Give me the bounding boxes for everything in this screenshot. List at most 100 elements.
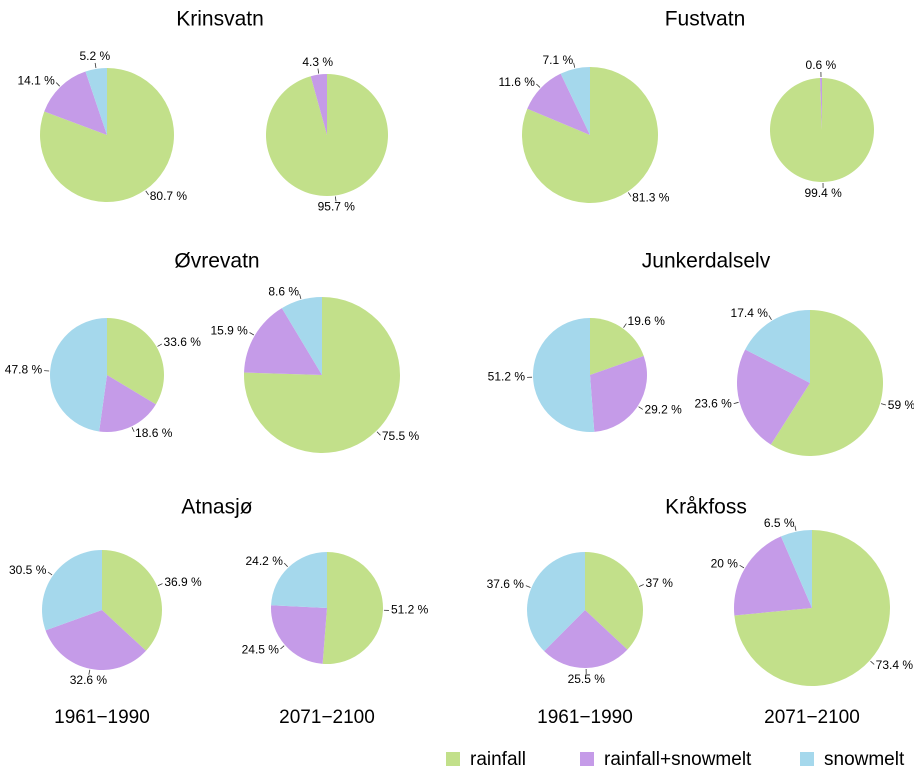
label-tick bbox=[739, 564, 745, 569]
value-label: 8.6 % bbox=[268, 284, 299, 298]
value-label: 14.1 % bbox=[17, 73, 55, 87]
value-label: 23.6 % bbox=[694, 396, 732, 410]
label-tick bbox=[249, 332, 255, 336]
pie-slice bbox=[820, 78, 822, 130]
period-label: 2071−2100 bbox=[764, 707, 860, 728]
label-tick bbox=[573, 62, 576, 68]
pie-slice bbox=[310, 74, 327, 135]
value-label: 37 % bbox=[646, 576, 674, 590]
value-label: 0.6 % bbox=[806, 58, 837, 72]
pie-slice bbox=[44, 71, 107, 135]
pie-slice bbox=[85, 68, 107, 135]
label-tick bbox=[94, 62, 97, 68]
label-tick bbox=[733, 401, 739, 404]
chart-title: Fustvatn bbox=[665, 8, 746, 31]
value-label: 47.8 % bbox=[5, 363, 43, 377]
value-label: 81.3 % bbox=[632, 190, 670, 204]
pie-slice bbox=[736, 349, 810, 445]
value-label: 6.5 % bbox=[764, 516, 795, 530]
value-label: 24.2 % bbox=[246, 554, 284, 568]
legend-swatch bbox=[580, 752, 594, 766]
label-tick bbox=[794, 525, 797, 531]
pie-slice bbox=[544, 610, 628, 668]
value-label: 73.4 % bbox=[876, 658, 914, 672]
label-tick bbox=[870, 660, 875, 665]
value-label: 51.2 % bbox=[391, 603, 429, 617]
pie-slice bbox=[745, 310, 810, 383]
value-label: 36.9 % bbox=[164, 575, 202, 589]
label-tick bbox=[47, 571, 53, 576]
pie-slice bbox=[590, 317, 644, 375]
label-tick bbox=[880, 403, 886, 406]
value-label: 37.6 % bbox=[487, 577, 525, 591]
chart-title: Kråkfoss bbox=[665, 496, 747, 519]
value-label: 51.2 % bbox=[488, 370, 526, 384]
value-label: 80.7 % bbox=[150, 189, 188, 203]
pie-slice bbox=[41, 550, 102, 631]
value-label: 75.5 % bbox=[382, 429, 420, 443]
label-tick bbox=[88, 669, 91, 675]
label-tick bbox=[55, 82, 60, 87]
value-label: 20 % bbox=[711, 556, 739, 570]
label-tick bbox=[299, 293, 302, 299]
label-tick bbox=[145, 190, 149, 196]
value-label: 30.5 % bbox=[9, 563, 47, 577]
value-label: 24.5 % bbox=[242, 642, 280, 656]
label-tick bbox=[768, 315, 772, 320]
label-tick bbox=[376, 431, 381, 436]
label-tick bbox=[525, 585, 531, 588]
pie-slice bbox=[270, 605, 327, 664]
legend-swatch bbox=[446, 752, 460, 766]
value-label: 33.6 % bbox=[164, 335, 202, 349]
label-tick bbox=[317, 68, 320, 74]
chart-title: Krinsvatn bbox=[176, 8, 264, 31]
value-label: 7.1 % bbox=[543, 53, 574, 67]
pie-slice bbox=[527, 73, 590, 135]
value-label: 11.6 % bbox=[498, 75, 535, 89]
chart-title: Junkerdalselv bbox=[642, 250, 771, 273]
value-label: 19.6 % bbox=[628, 314, 666, 328]
pie-slice bbox=[265, 74, 388, 196]
period-label: 2071−2100 bbox=[279, 707, 375, 728]
label-tick bbox=[638, 406, 643, 410]
value-label: 15.9 % bbox=[210, 324, 248, 338]
pie-slice bbox=[45, 610, 146, 670]
pie-slice bbox=[102, 550, 163, 651]
chart-title: Øvrevatn bbox=[174, 250, 259, 273]
pie-slice bbox=[780, 530, 812, 608]
pie-slice bbox=[770, 78, 875, 183]
value-label: 59 % bbox=[888, 398, 914, 412]
pie-slice bbox=[322, 552, 384, 665]
pie-slice bbox=[50, 318, 107, 432]
label-tick bbox=[638, 584, 644, 587]
value-label: 5.2 % bbox=[79, 49, 110, 63]
pie-slice bbox=[585, 552, 643, 650]
label-tick bbox=[623, 323, 627, 328]
value-label: 95.7 % bbox=[318, 200, 356, 214]
period-label: 1961−1990 bbox=[537, 707, 633, 728]
label-tick bbox=[280, 645, 285, 650]
pie-slice bbox=[281, 297, 322, 375]
value-label: 32.6 % bbox=[70, 673, 108, 687]
label-tick bbox=[131, 427, 135, 433]
pie-slice bbox=[560, 67, 590, 135]
pie-slice bbox=[590, 356, 647, 432]
chart-title: Atnasjø bbox=[181, 496, 252, 519]
pie-slice bbox=[107, 318, 165, 405]
pie-slice bbox=[734, 530, 891, 687]
label-tick bbox=[334, 196, 337, 202]
legend-swatch bbox=[800, 752, 814, 766]
legend-label: rainfall+snowmelt bbox=[604, 749, 752, 770]
pie-slice bbox=[244, 308, 322, 375]
pie-slice bbox=[243, 297, 400, 453]
value-label: 17.4 % bbox=[731, 306, 769, 320]
label-tick bbox=[157, 583, 163, 586]
legend-label: rainfall bbox=[470, 749, 526, 770]
label-tick bbox=[157, 343, 163, 347]
value-label: 18.6 % bbox=[135, 426, 173, 440]
value-label: 25.5 % bbox=[568, 672, 606, 686]
label-tick bbox=[283, 562, 288, 568]
pie-slice bbox=[271, 552, 327, 608]
legend-label: snowmelt bbox=[824, 749, 905, 770]
